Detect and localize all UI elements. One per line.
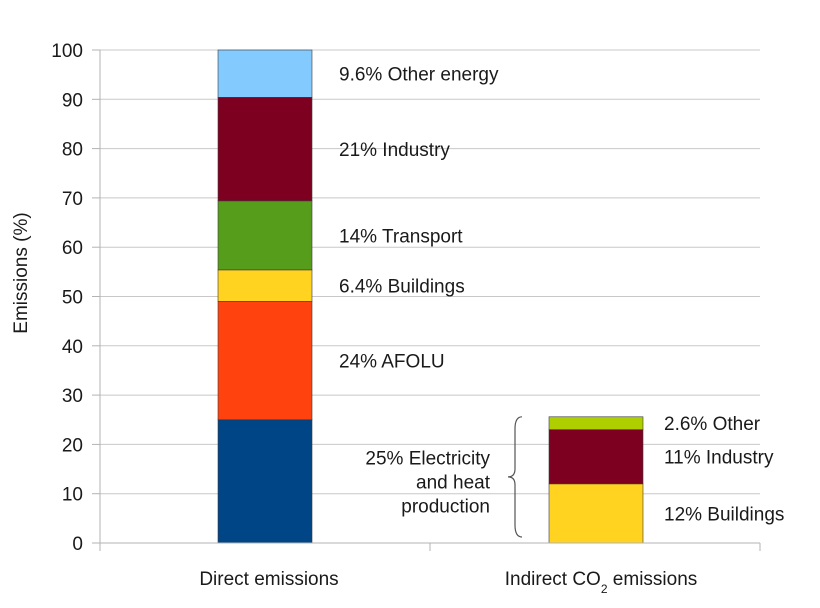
bar-segment-transport bbox=[217, 200, 313, 271]
bar-segment-electricity bbox=[217, 419, 313, 544]
segment-label-other_indirect: 2.6% Other bbox=[664, 414, 761, 435]
category-label: Indirect CO2 emissions bbox=[505, 569, 698, 596]
segment-label-line: 9.6% Other energy bbox=[339, 65, 499, 86]
bar-segment-buildings bbox=[217, 269, 313, 302]
category-label-main: Indirect CO bbox=[505, 569, 601, 590]
y-tick-label: 20 bbox=[62, 435, 83, 456]
segment-label-transport: 14% Transport bbox=[339, 226, 463, 247]
segment-label-line: 21% Industry bbox=[339, 140, 450, 161]
bar-segment-other_indirect bbox=[548, 416, 644, 430]
axes bbox=[99, 50, 761, 551]
y-axis-label: Emissions (%) bbox=[11, 212, 32, 333]
segment-label-line: 2.6% Other bbox=[664, 414, 761, 435]
segment-label-line: 6.4% Buildings bbox=[339, 277, 465, 298]
segment-label-line: 24% AFOLU bbox=[339, 352, 445, 373]
y-tick-label: 80 bbox=[62, 140, 83, 161]
bars bbox=[217, 49, 644, 544]
category-labels: Direct emissions Indirect CO2 emissions bbox=[199, 569, 697, 596]
y-tick-label: 0 bbox=[72, 534, 83, 555]
segment-label-line: production bbox=[401, 496, 490, 517]
segment-label-line: 12% Buildings bbox=[664, 504, 784, 525]
y-tick-labels: 0 10 20 30 40 50 60 70 80 90 100 bbox=[51, 41, 83, 555]
segment-label-buildings: 12% Buildings bbox=[664, 504, 784, 525]
bar-segment-other_energy bbox=[217, 49, 313, 98]
y-tick-label: 100 bbox=[51, 41, 83, 62]
bracket-brace bbox=[507, 416, 523, 538]
segment-label-line: and heat bbox=[416, 472, 491, 493]
bar-segment-afolu bbox=[217, 301, 313, 421]
y-tick-label: 50 bbox=[62, 288, 83, 309]
y-tick-label: 10 bbox=[62, 485, 83, 506]
segment-label-buildings: 6.4% Buildings bbox=[339, 277, 465, 298]
segment-label-industry: 21% Industry bbox=[339, 140, 450, 161]
segment-label-electricity: 25% Electricity and heat production bbox=[365, 448, 490, 517]
y-tick-label: 60 bbox=[62, 238, 83, 259]
y-tick-label: 90 bbox=[62, 90, 83, 111]
segment-labels: 25% Electricity and heat production 24% AFO… bbox=[339, 65, 784, 526]
gridlines bbox=[92, 49, 760, 544]
category-label: Direct emissions bbox=[199, 569, 338, 590]
bar-segment-industry bbox=[217, 97, 313, 202]
segment-label-industry: 11% Industry bbox=[664, 448, 774, 469]
segment-label-line: 25% Electricity bbox=[365, 448, 490, 469]
y-tick-label: 30 bbox=[62, 386, 83, 407]
category-label-subscript: 2 bbox=[601, 582, 608, 596]
y-tick-label: 70 bbox=[62, 189, 83, 210]
segment-label-other_energy: 9.6% Other energy bbox=[339, 65, 499, 86]
category-label-tail: emissions bbox=[608, 569, 698, 590]
bar-segment-industry bbox=[548, 429, 644, 485]
y-tick-label: 40 bbox=[62, 337, 83, 358]
segment-label-afolu: 24% AFOLU bbox=[339, 352, 445, 373]
segment-label-line: 11% Industry bbox=[664, 448, 774, 469]
segment-label-line: 14% Transport bbox=[339, 226, 463, 247]
bar-segment-buildings bbox=[548, 483, 644, 544]
